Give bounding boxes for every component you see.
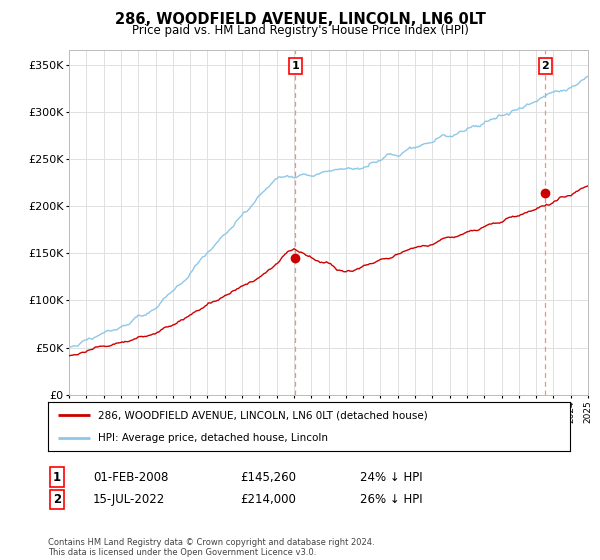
Text: 286, WOODFIELD AVENUE, LINCOLN, LN6 0LT: 286, WOODFIELD AVENUE, LINCOLN, LN6 0LT [115,12,485,27]
Text: 24% ↓ HPI: 24% ↓ HPI [360,470,422,484]
Text: £214,000: £214,000 [240,493,296,506]
Text: 286, WOODFIELD AVENUE, LINCOLN, LN6 0LT (detached house): 286, WOODFIELD AVENUE, LINCOLN, LN6 0LT … [98,410,427,421]
Text: HPI: Average price, detached house, Lincoln: HPI: Average price, detached house, Linc… [98,433,328,444]
Text: Price paid vs. HM Land Registry's House Price Index (HPI): Price paid vs. HM Land Registry's House … [131,24,469,36]
Text: 1: 1 [53,470,61,484]
Text: 2: 2 [542,60,550,71]
Text: 01-FEB-2008: 01-FEB-2008 [93,470,169,484]
Text: 1: 1 [292,60,299,71]
Text: Contains HM Land Registry data © Crown copyright and database right 2024.
This d: Contains HM Land Registry data © Crown c… [48,538,374,557]
Text: 15-JUL-2022: 15-JUL-2022 [93,493,165,506]
Text: 2: 2 [53,493,61,506]
Text: 26% ↓ HPI: 26% ↓ HPI [360,493,422,506]
Text: £145,260: £145,260 [240,470,296,484]
